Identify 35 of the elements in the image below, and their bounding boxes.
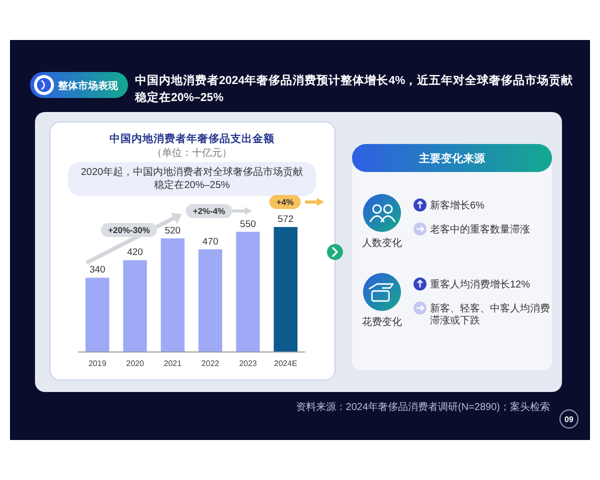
text: +2%-4% (192, 206, 226, 216)
x-tick-label: 2019 (88, 359, 107, 368)
text: 重客人均消费增长12% (430, 278, 530, 290)
x-tick-label: 2024E (274, 359, 298, 368)
text: 中国内地消费者2024年奢侈品消费预计整体增长4%，近五年对全球奢侈品市场贡献稳定在20%–25% (134, 73, 574, 104)
data-label: 550 (240, 218, 256, 230)
chart-subtitle: （单位：十亿元） (152, 147, 232, 159)
bar (160, 238, 185, 352)
data-label: 572 (278, 214, 294, 225)
text: +4% (276, 197, 294, 207)
bar (198, 249, 222, 352)
text: 整体市场表现 (57, 80, 119, 92)
text: 新客增长6% (430, 200, 485, 212)
text: 2020年起，中国内地消费者对全球奢侈品市场贡献稳定在20%–25% (80, 166, 304, 191)
bar (236, 232, 260, 352)
text: 花费变化 (362, 316, 402, 328)
bar (123, 260, 147, 352)
x-tick-label: 2021 (164, 359, 182, 368)
data-label: 340 (89, 264, 106, 276)
text: 人数变化 (362, 237, 402, 249)
x-tick-label: 2020 (126, 359, 144, 368)
data-label: 520 (164, 225, 181, 236)
text: 老客中的重客数量滞涨 (430, 224, 530, 236)
bar (274, 227, 298, 352)
x-tick-label: 2023 (239, 359, 258, 368)
chart-title: 中国内地消费者年奢侈品支出金额 (110, 132, 276, 145)
text: 主要变化来源 (418, 152, 486, 165)
data-label: 420 (127, 247, 143, 258)
data-label: 470 (202, 236, 218, 248)
text: 新客、轻客、中客人均消费滞涨或下跌 (430, 302, 550, 326)
x-tick-label: 2022 (201, 359, 220, 368)
annotation: +20%-30% (108, 225, 150, 235)
text: 09 (564, 415, 574, 424)
text: 资料来源：2024年奢侈品消费者调研(N=2890)；案头检索 (296, 401, 550, 413)
bar (86, 278, 110, 352)
